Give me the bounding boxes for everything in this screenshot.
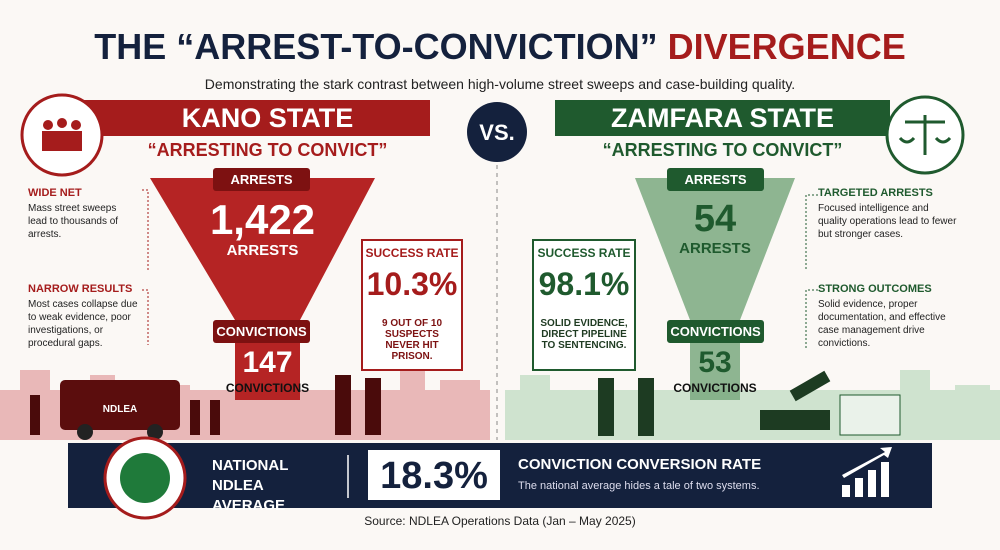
van <box>60 380 180 430</box>
zamfara-convictions-value: 53 <box>698 346 732 379</box>
subtitle: Demonstrating the stark contrast between… <box>204 76 796 92</box>
note-text: Solid evidence, proper documentation, an… <box>818 299 946 349</box>
note-text: Mass street sweeps lead to thousands of … <box>28 203 119 240</box>
zamfara-arrests-unit: ARRESTS <box>679 240 751 257</box>
zamfara-tagline: “ARRESTING TO CONVICT” <box>602 140 843 160</box>
title-accent: DIVERGENCE <box>667 26 906 67</box>
kano-success-note: 9 OUT OF 10 SUSPECTS NEVER HIT PRISON. <box>381 318 442 362</box>
kano-success-value: 10.3% <box>366 266 458 302</box>
note-heading: NARROW RESULTS <box>28 283 133 295</box>
national-label: NATIONAL NDLEA AVERAGE <box>212 457 289 514</box>
kano-arrests-label: ARRESTS <box>213 168 310 191</box>
kano-arrests-value: 1,422 <box>209 196 316 243</box>
title: THE “ARREST-TO-CONVICTION” DIVERGENCE <box>0 26 1000 68</box>
zamfara-note: TARGETED ARRESTS Focused intelligence and… <box>818 187 958 241</box>
title-main: THE “ARREST-TO-CONVICTION” <box>94 26 658 67</box>
kano-convictions-value: 147 <box>242 346 293 379</box>
note-heading: WIDE NET <box>28 187 82 199</box>
zamfara-convictions-unit: CONVICTIONS <box>673 381 757 395</box>
zamfara-success-note: SOLID EVIDENCE, DIRECT PIPELINE TO SENTE… <box>540 318 628 351</box>
kano-banner <box>40 100 430 136</box>
note-text: Focused intelligence and quality operati… <box>818 203 957 240</box>
kano-note: WIDE NET Mass street sweeps lead to thous… <box>28 187 138 241</box>
van-label: NDLEA <box>102 404 138 415</box>
zamfara-arrests-label: ARRESTS <box>667 168 764 191</box>
zamfara-arrests-value: 54 <box>693 198 737 240</box>
national-heading: CONVICTION CONVERSION RATE <box>518 456 762 473</box>
vs-badge <box>467 102 527 162</box>
kano-success-label: SUCCESS RATE <box>365 246 459 260</box>
kano-name: KANO STATE <box>181 103 354 133</box>
national-value: 18.3% <box>380 455 488 497</box>
kano-convictions-unit: CONVICTIONS <box>225 381 310 395</box>
note-heading: TARGETED ARRESTS <box>818 187 933 199</box>
kano-convictions-label: CONVICTIONS <box>213 320 310 343</box>
zamfara-success-label: SUCCESS RATE <box>537 246 631 260</box>
kano-funnel <box>150 178 375 400</box>
source: Source: NDLEA Operations Data (Jan – May… <box>364 514 636 528</box>
zamfara-funnel <box>635 178 795 400</box>
national-text: The national average hides a tale of two… <box>518 480 760 492</box>
vs-text: VS. <box>479 120 515 145</box>
note-heading: STRONG OUTCOMES <box>818 283 932 295</box>
zamfara-convictions-label: CONVICTIONS <box>667 320 764 343</box>
zamfara-note: STRONG OUTCOMES Solid evidence, proper do… <box>818 283 958 350</box>
kano-arrests-unit: ARRESTS <box>226 242 299 259</box>
officers <box>30 375 381 435</box>
growth-icon <box>842 447 892 497</box>
kano-note: NARROW RESULTS Most cases collapse due to… <box>28 283 143 350</box>
zamfara-banner <box>555 100 890 136</box>
note-text: Most cases collapse due to weak evidence… <box>28 299 138 349</box>
zamfara-success-value: 98.1% <box>538 266 630 302</box>
national-value-box <box>368 450 500 500</box>
zamfara-skyline <box>505 370 1000 440</box>
zamfara-name: ZAMFARA STATE <box>611 103 834 133</box>
kano-success-box <box>361 239 463 371</box>
kano-tagline: “ARRESTING TO CONVICT” <box>147 140 388 160</box>
handshake-figures <box>598 370 901 436</box>
zamfara-success-box <box>532 239 636 371</box>
